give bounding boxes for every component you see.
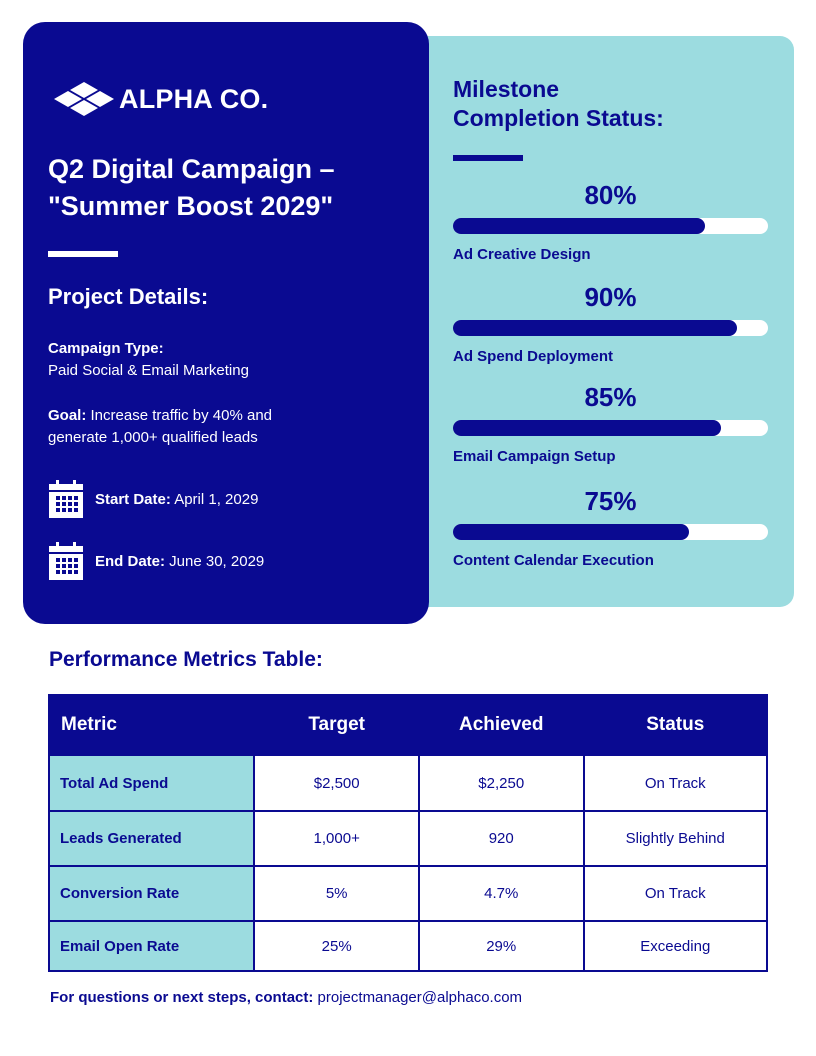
- project-details-heading: Project Details:: [48, 284, 209, 309]
- start-date-value: April 1, 2029: [170, 490, 259, 508]
- campaign-title-line1: Q2 Digital Campaign –: [48, 154, 335, 184]
- campaign-type-value: Paid Social & Email Marketing: [48, 362, 249, 379]
- contact-line: For questions or next steps, contact: pr…: [50, 989, 522, 1006]
- contact-label: For questions or next steps, contact:: [50, 989, 314, 1006]
- milestone-label: Ad Spend Deployment: [453, 348, 614, 365]
- target-cell: 1,000+: [253, 810, 420, 867]
- progress-fill: [453, 218, 705, 234]
- column-header: Target: [253, 694, 420, 756]
- milestone-percent: 90%: [584, 282, 637, 312]
- column-header: Metric: [47, 694, 256, 756]
- progress-track: [453, 218, 768, 234]
- campaign-type-label: Campaign Type:: [48, 340, 164, 357]
- milestone-label: Email Campaign Setup: [453, 448, 616, 465]
- table-row: Conversion Rate 5% 4.7% On Track: [47, 865, 769, 922]
- achieved-cell: 920: [417, 810, 585, 867]
- achieved-cell: 29%: [417, 920, 585, 972]
- end-date-row: End Date: June 30, 2029: [48, 541, 264, 581]
- status-cell: Exceeding: [582, 920, 769, 972]
- achieved-cell: 4.7%: [417, 865, 585, 922]
- milestone-percent: 75%: [584, 486, 637, 516]
- diamond-logo-icon: [54, 82, 114, 116]
- metrics-table: Metric Target Achieved Status Total Ad S…: [47, 694, 769, 972]
- table-row: Leads Generated 1,000+ 920 Slightly Behi…: [47, 810, 769, 867]
- end-date-text: End Date: June 30, 2029: [95, 553, 264, 570]
- column-header: Achieved: [417, 694, 585, 756]
- table-row: Email Open Rate 25% 29% Exceeding: [47, 920, 769, 972]
- progress-track: [453, 524, 768, 540]
- metric-cell: Email Open Rate: [47, 920, 256, 972]
- milestone-label: Content Calendar Execution: [453, 552, 654, 569]
- target-cell: 5%: [253, 865, 420, 922]
- progress-fill: [453, 420, 721, 436]
- table-row: Total Ad Spend $2,500 $2,250 On Track: [47, 754, 769, 812]
- end-date-label: End Date:: [95, 552, 166, 570]
- metric-cell: Leads Generated: [47, 810, 256, 867]
- progress-track: [453, 320, 768, 336]
- achieved-cell: $2,250: [417, 754, 585, 812]
- end-date-value: June 30, 2029: [165, 552, 265, 570]
- contact-email[interactable]: projectmanager@alphaco.com: [313, 989, 523, 1006]
- brand-logo: ALPHA CO.: [54, 81, 268, 117]
- goal-label: Goal:: [48, 407, 87, 424]
- column-header: Status: [582, 694, 769, 756]
- campaign-title-line2: "Summer Boost 2029": [48, 191, 334, 221]
- title-divider: [48, 251, 118, 257]
- calendar-icon: [49, 542, 83, 580]
- brand-name: ALPHA CO.: [119, 83, 269, 114]
- goal-value-continued: generate 1,000+ qualified leads: [48, 429, 258, 446]
- milestone-heading: Milestone Completion Status:: [453, 75, 664, 133]
- milestone-label: Ad Creative Design: [453, 246, 591, 263]
- start-date-row: Start Date: April 1, 2029: [48, 479, 258, 519]
- metric-cell: Total Ad Spend: [47, 754, 256, 812]
- start-date-label: Start Date:: [95, 490, 171, 508]
- progress-fill: [453, 320, 737, 336]
- goal-line: Goal: Increase traffic by 40% and: [48, 405, 272, 427]
- target-cell: $2,500: [253, 754, 420, 812]
- progress-fill: [453, 524, 690, 540]
- start-date-text: Start Date: April 1, 2029: [95, 491, 258, 508]
- status-cell: On Track: [582, 754, 769, 812]
- progress-track: [453, 420, 768, 436]
- milestone-percent: 80%: [584, 180, 637, 210]
- target-cell: 25%: [253, 920, 420, 972]
- goal-value: Increase traffic by 40% and: [86, 407, 273, 424]
- milestone-divider: [453, 155, 523, 161]
- milestone-heading-line2: Completion Status:: [453, 105, 664, 131]
- table-header-row: Metric Target Achieved Status: [47, 694, 769, 756]
- milestone-heading-line1: Milestone: [453, 76, 560, 102]
- campaign-title: Q2 Digital Campaign – "Summer Boost 2029…: [48, 151, 408, 225]
- metrics-table-heading: Performance Metrics Table:: [49, 648, 323, 671]
- metric-cell: Conversion Rate: [47, 865, 256, 922]
- calendar-icon: [49, 480, 83, 518]
- status-cell: On Track: [582, 865, 769, 922]
- project-panel: ALPHA CO. Q2 Digital Campaign – "Summer …: [23, 22, 429, 624]
- status-cell: Slightly Behind: [582, 810, 769, 867]
- milestone-percent: 85%: [584, 382, 637, 412]
